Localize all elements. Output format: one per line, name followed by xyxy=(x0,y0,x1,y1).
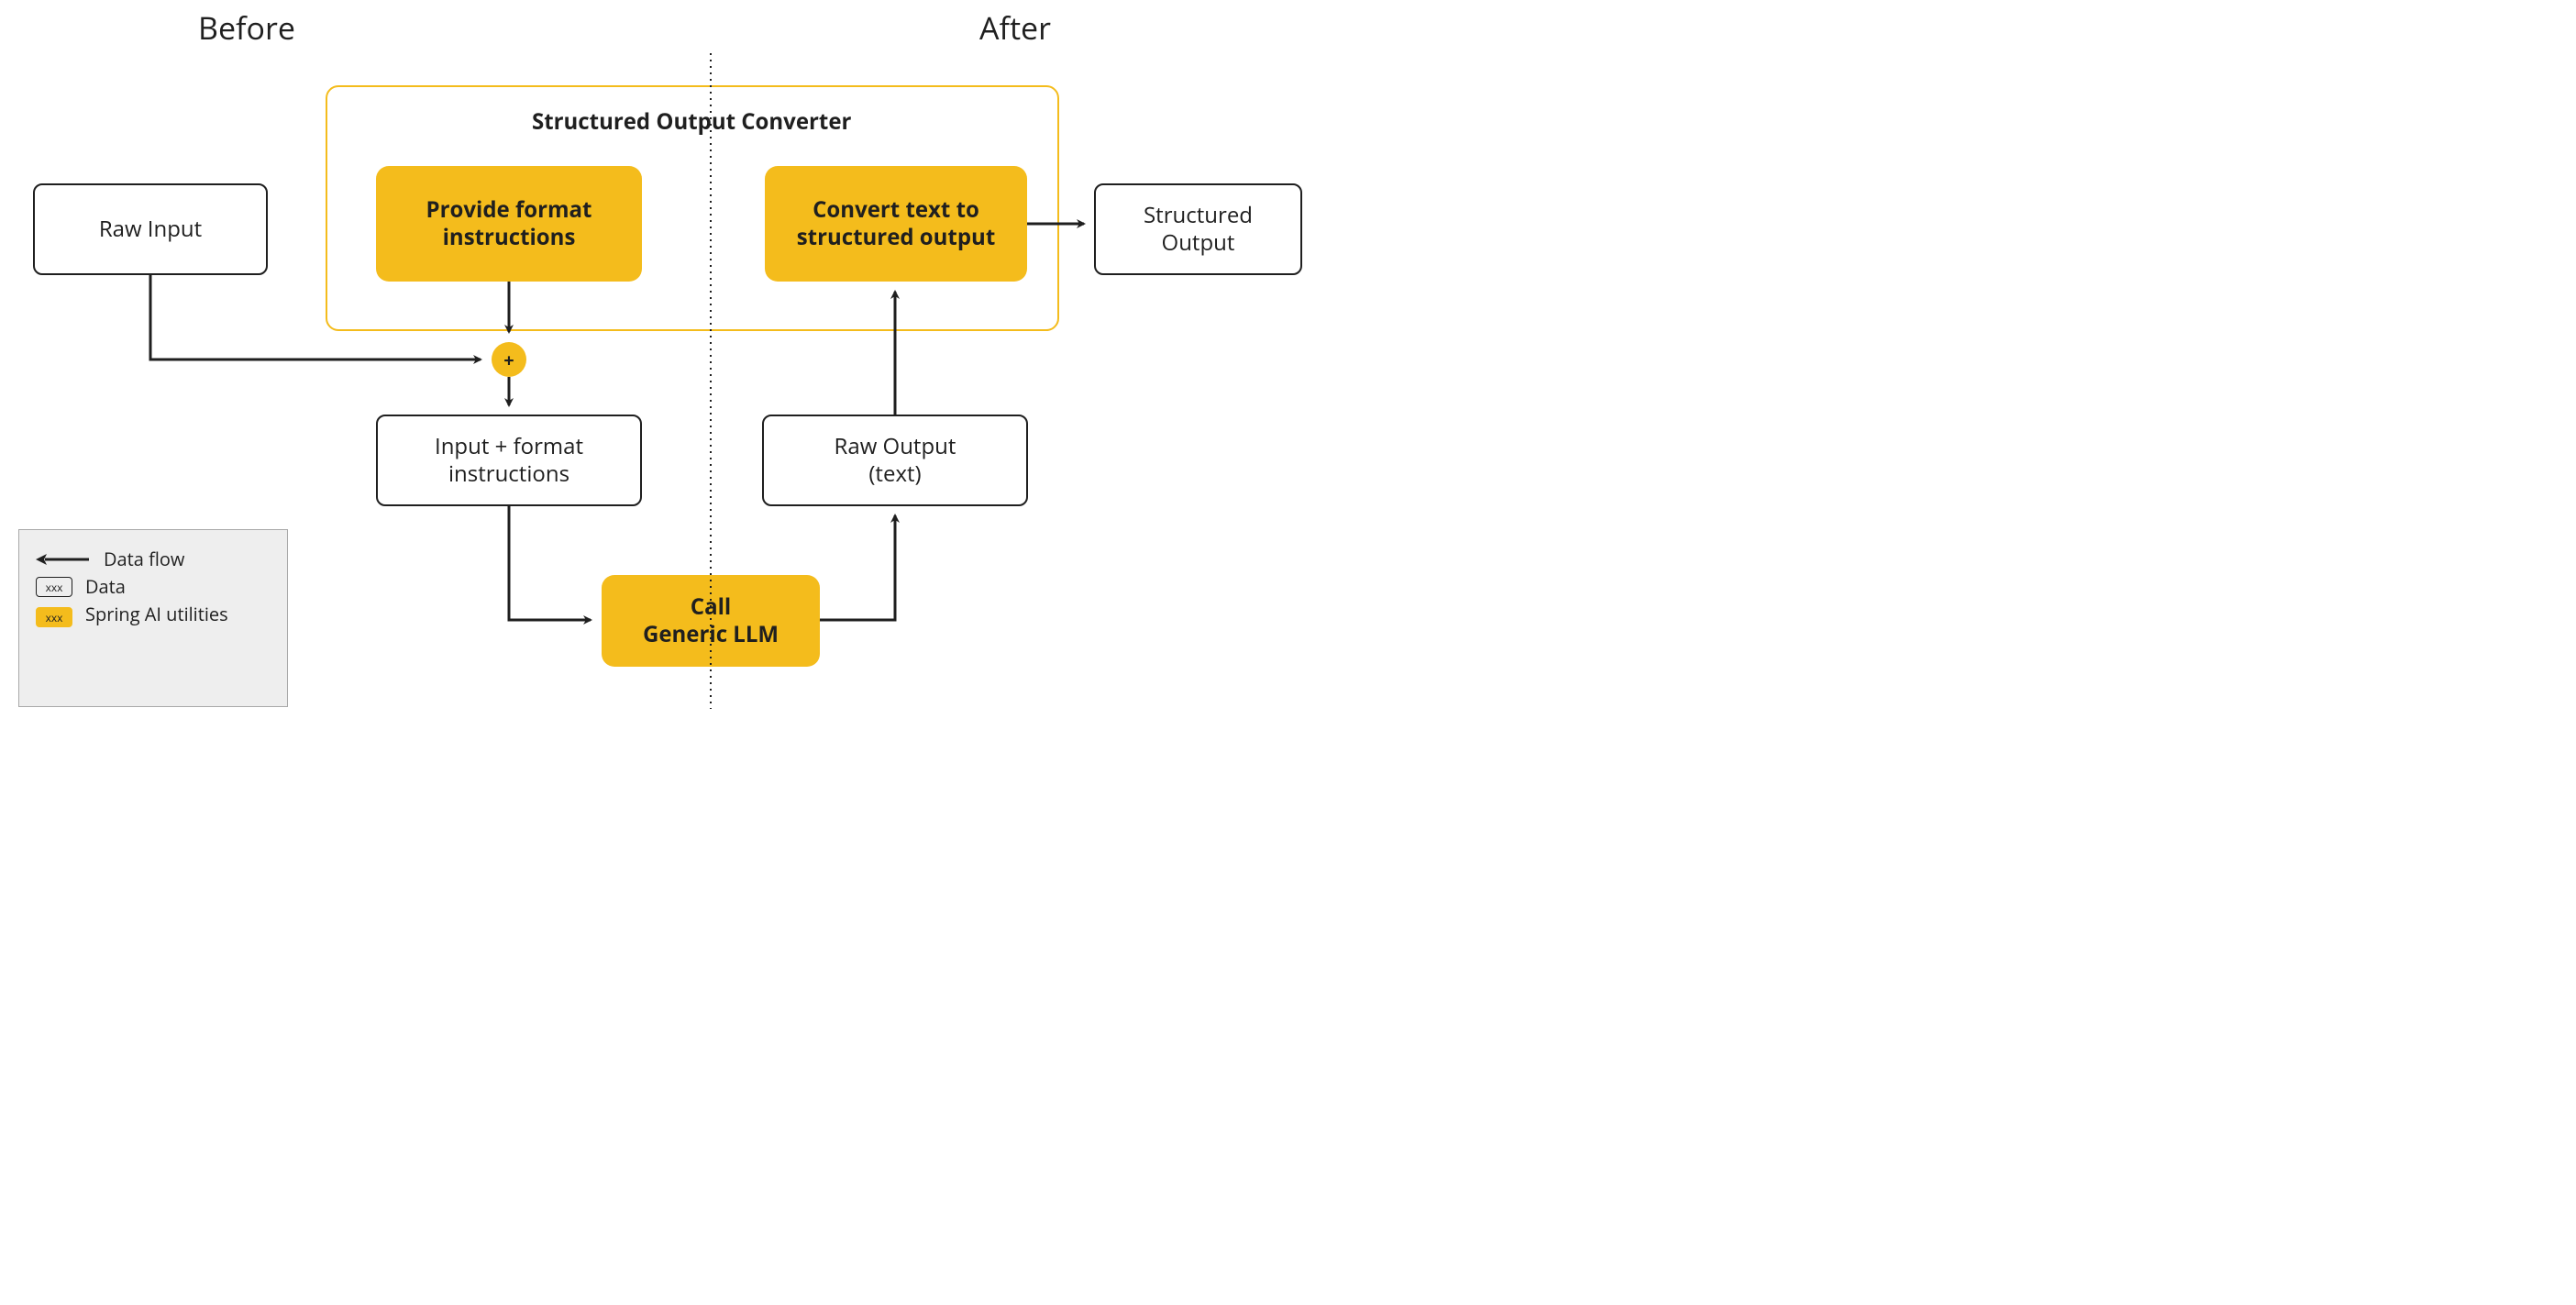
node-label: Raw Input xyxy=(99,216,202,243)
node-label: Convert text to structured output xyxy=(781,196,1011,251)
legend-row-data: xxx Data xyxy=(36,576,271,598)
node-structured-output: Structured Output xyxy=(1094,183,1302,275)
legend-row-spring-ai: xxx Spring AI utilities xyxy=(36,603,271,627)
edge-input-to-call xyxy=(509,506,591,620)
legend-label: Spring AI utilities xyxy=(85,603,228,625)
merge-plus-icon: + xyxy=(492,342,526,377)
diagram-canvas: Structured Output Converter Before After… xyxy=(0,0,1420,719)
node-raw-output: Raw Output (text) xyxy=(762,415,1028,506)
container-title: Structured Output Converter xyxy=(532,106,851,137)
edge-call-to-raw xyxy=(820,515,895,620)
legend-arrow-icon xyxy=(36,549,91,570)
node-label: Input + format instructions xyxy=(435,433,583,488)
legend-row-dataflow: Data flow xyxy=(36,548,271,570)
legend-label: Data flow xyxy=(104,548,184,570)
node-call-generic-llm: Call Generic LLM xyxy=(602,575,820,667)
legend-util-swatch: xxx xyxy=(36,607,72,627)
legend: Data flow xxx Data xxx Spring AI utiliti… xyxy=(18,529,288,707)
node-label: Structured Output xyxy=(1144,202,1253,257)
node-label: Provide format instructions xyxy=(392,196,625,251)
legend-data-swatch: xxx xyxy=(36,577,72,597)
plus-symbol: + xyxy=(503,348,514,372)
node-convert-text: Convert text to structured output xyxy=(765,166,1027,282)
legend-label: Data xyxy=(85,576,126,598)
node-label: Call Generic LLM xyxy=(643,593,779,648)
heading-after: After xyxy=(979,6,1051,49)
node-input-plus-format: Input + format instructions xyxy=(376,415,642,506)
node-label: Raw Output (text) xyxy=(835,433,956,488)
node-raw-input: Raw Input xyxy=(33,183,268,275)
node-provide-format-instructions: Provide format instructions xyxy=(376,166,642,282)
heading-before: Before xyxy=(198,6,295,49)
